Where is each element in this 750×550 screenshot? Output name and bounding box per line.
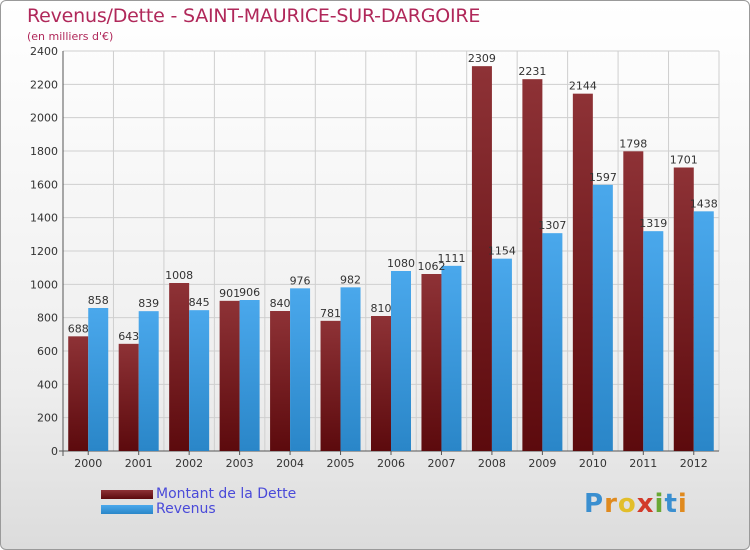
- bar-revenue: [592, 184, 613, 452]
- y-tick-label: 2000: [30, 112, 58, 125]
- y-tick-label: 0: [51, 445, 58, 458]
- bar-debt: [118, 343, 139, 451]
- y-tick-label: 200: [37, 412, 58, 425]
- bar-revenue: [290, 288, 311, 451]
- bar-revenue: [441, 265, 462, 451]
- data-label-debt: 1008: [165, 269, 193, 282]
- logo-letter: i: [654, 489, 665, 519]
- bar-debt: [270, 311, 291, 451]
- logo-letter: t: [664, 489, 678, 519]
- bar-debt: [320, 320, 341, 451]
- logo-letter: P: [584, 489, 605, 519]
- legend-label-debt: Montant de la Dette: [156, 486, 297, 502]
- x-tick-label: 2009: [528, 457, 556, 470]
- y-tick-label: 1200: [30, 245, 58, 258]
- y-tick-label: 1000: [30, 278, 58, 291]
- logo-letter: i: [677, 489, 688, 519]
- bar-revenue: [189, 310, 210, 451]
- legend-swatch-debt: [101, 490, 153, 499]
- data-label-debt: 688: [68, 322, 89, 335]
- y-tick-label: 1600: [30, 178, 58, 191]
- bar-debt: [68, 336, 89, 451]
- bar-debt: [219, 300, 240, 451]
- data-label-revenue: 1307: [538, 219, 566, 232]
- x-tick-label: 2002: [175, 457, 203, 470]
- logo-letter: x: [636, 489, 655, 519]
- x-tick-label: 2012: [680, 457, 708, 470]
- data-label-debt: 2309: [468, 52, 496, 65]
- x-tick-label: 2004: [276, 457, 304, 470]
- data-label-revenue: 845: [189, 296, 210, 309]
- y-tick-label: 600: [37, 345, 58, 358]
- data-label-revenue: 1111: [437, 252, 465, 265]
- data-label-debt: 2231: [518, 65, 546, 78]
- logo-letter: o: [617, 489, 637, 519]
- legend-swatch-revenue: [101, 505, 153, 514]
- data-label-revenue: 976: [290, 274, 311, 287]
- data-label-revenue: 1597: [589, 171, 617, 184]
- data-label-revenue: 1319: [639, 217, 667, 230]
- bar-debt: [421, 274, 442, 451]
- y-tick-label: 1800: [30, 145, 58, 158]
- x-tick-label: 2007: [427, 457, 455, 470]
- bar-debt: [673, 167, 694, 451]
- data-label-revenue: 906: [239, 286, 260, 299]
- logo-letter: r: [604, 489, 618, 519]
- x-tick-label: 2005: [327, 457, 355, 470]
- data-label-revenue: 1080: [387, 257, 415, 270]
- data-label-revenue: 1154: [488, 245, 516, 258]
- data-label-revenue: 858: [88, 294, 109, 307]
- proxiti-logo: Proxiti: [584, 489, 688, 519]
- x-tick-label: 2006: [377, 457, 405, 470]
- y-tick-label: 2400: [30, 45, 58, 58]
- data-label-debt: 901: [219, 287, 240, 300]
- bar-debt: [169, 283, 190, 451]
- data-label-debt: 643: [118, 330, 139, 343]
- chart-subtitle: (en milliers d'€): [27, 30, 114, 43]
- bar-revenue: [88, 308, 109, 451]
- bar-debt: [371, 316, 391, 451]
- chart-title: Revenus/Dette - SAINT-MAURICE-SUR-DARGOI…: [27, 5, 481, 27]
- x-tick-label: 2003: [226, 457, 254, 470]
- bar-debt: [623, 151, 644, 452]
- y-tick-label: 1400: [30, 212, 58, 225]
- data-label-revenue: 1438: [690, 197, 718, 210]
- x-tick-label: 2008: [478, 457, 506, 470]
- data-label-debt: 781: [320, 307, 341, 320]
- data-label-debt: 1798: [619, 137, 647, 150]
- bar-revenue: [391, 271, 411, 451]
- data-label-debt: 810: [371, 302, 392, 315]
- bar-revenue: [491, 258, 512, 451]
- y-tick-label: 800: [37, 312, 58, 325]
- bar-debt: [522, 79, 543, 452]
- bar-revenue: [542, 233, 563, 451]
- legend-label-revenue: Revenus: [156, 501, 216, 517]
- bar-revenue: [643, 231, 664, 451]
- bar-debt: [572, 93, 593, 452]
- bar-revenue: [340, 287, 361, 451]
- bar-revenue: [239, 300, 260, 451]
- data-label-revenue: 982: [340, 273, 361, 286]
- data-label-debt: 840: [270, 297, 291, 310]
- data-label-debt: 1062: [417, 260, 445, 273]
- bar-revenue: [138, 311, 159, 451]
- x-tick-label: 2010: [579, 457, 607, 470]
- bar-revenue: [693, 211, 714, 451]
- data-label-debt: 2144: [569, 80, 597, 93]
- x-tick-label: 2011: [629, 457, 657, 470]
- y-tick-label: 2200: [30, 78, 58, 91]
- x-tick-label: 2000: [74, 457, 102, 470]
- y-tick-label: 400: [37, 378, 58, 391]
- data-label-debt: 1701: [670, 154, 698, 167]
- data-label-revenue: 839: [138, 297, 159, 310]
- bar-debt: [471, 66, 492, 452]
- x-tick-label: 2001: [125, 457, 153, 470]
